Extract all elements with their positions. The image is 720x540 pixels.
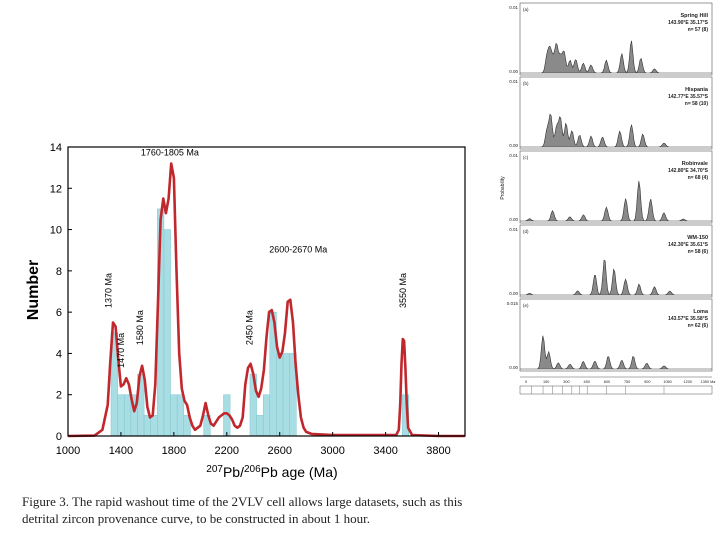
- y-tick-label: 8: [56, 266, 62, 278]
- main-curve: [67, 162, 465, 438]
- main-chart: 1000 1400 1800 2200 2600 3000 3400 3800 0 2 4 6 8 10 1…: [25, 142, 466, 481]
- y-tick-label: 4: [56, 348, 62, 360]
- panel-letter: (c): [523, 155, 529, 160]
- sample-count: n= 58 (10): [685, 101, 709, 107]
- peak-annotation: 1760-1805 Ma: [141, 147, 199, 157]
- main-x-axis-label: 207Pb/206Pb age (Ma): [206, 464, 337, 481]
- peak-annotation: 1370 Ma: [104, 273, 114, 308]
- histogram-bar: [176, 394, 185, 437]
- density-area: [520, 259, 712, 296]
- panel-x-tick-label: 900: [644, 380, 650, 384]
- site-name: Spring Hill: [681, 13, 709, 19]
- panel-y-top: 0.015: [507, 301, 519, 306]
- site-coordinates: 142.80°E 34.70°S: [668, 168, 709, 174]
- peak-annotation: 2600-2670 Ma: [269, 244, 327, 254]
- y-tick-label: 12: [50, 183, 62, 195]
- caption-label: Figure 3.: [22, 494, 69, 509]
- sample-count: n= 62 (6): [688, 323, 709, 329]
- probability-curve: [67, 162, 465, 438]
- caption-text: The rapid washout time of the 2VLV cell …: [22, 494, 463, 526]
- x-tick-label: 3800: [426, 445, 450, 457]
- panel-y-bottom: 0.00: [509, 69, 518, 74]
- x-tick-label: 3000: [320, 445, 344, 457]
- x-tick-label: 2200: [215, 445, 239, 457]
- histogram-bar: [117, 394, 125, 437]
- histogram-bar: [256, 415, 264, 437]
- histogram-bar: [262, 394, 271, 437]
- panel-x-tick-label: 1050: [663, 380, 671, 384]
- main-annotations: 1370 Ma 1470 Ma 1580 Ma 1760-1805 Ma 2450 Ma…: [104, 147, 408, 368]
- panel-y-top: 0.01: [509, 5, 518, 10]
- panel-letter: (e): [523, 303, 529, 308]
- density-area: [520, 40, 712, 74]
- panel-x-tick-label: 1350 Ma: [701, 380, 717, 384]
- panel-y-top: 0.01: [509, 153, 518, 158]
- main-axes: 1000 1400 1800 2200 2600 3000 3400 3800 0 2 4 6 8 10 1…: [50, 142, 466, 457]
- x-tick-label: 3400: [373, 445, 397, 457]
- y-tick-label: 2: [56, 390, 62, 402]
- peak-annotation: 1470 Ma: [116, 333, 126, 368]
- panel-y-top: 0.01: [509, 227, 518, 232]
- site-name: Robinvale: [682, 161, 708, 167]
- panel-y-bottom: 0.00: [509, 143, 518, 148]
- panel-x-tick-label: 1200: [684, 380, 692, 384]
- panel-y-bottom: 0.00: [509, 365, 518, 370]
- density-area: [520, 113, 712, 148]
- panel-letter: (b): [523, 81, 529, 86]
- panel-y-top: 0.01: [509, 79, 518, 84]
- x-tick-label: 1800: [162, 445, 186, 457]
- site-name: Loma: [693, 309, 709, 315]
- x-tick-label: 2600: [267, 445, 291, 457]
- plot-frame: [67, 146, 466, 437]
- panel-frame: [519, 298, 713, 372]
- site-name: Hispania: [685, 87, 709, 93]
- sample-count: n= 68 (4): [688, 175, 709, 181]
- sample-count: n= 58 (6): [688, 249, 709, 255]
- panel-letter: (d): [523, 229, 529, 234]
- panel-x-tick-label: 300: [563, 380, 569, 384]
- panel-x-tick-label: 150: [543, 380, 549, 384]
- histogram-bar: [282, 353, 290, 437]
- sample-count: n= 57 (8): [688, 27, 709, 33]
- panel-y-bottom: 0.00: [509, 291, 518, 296]
- panel-x-tick-label: 600: [604, 380, 610, 384]
- histogram-bar: [150, 415, 158, 437]
- panel-x-tick-label: 0: [525, 380, 527, 384]
- panel-x-tick-label: 750: [624, 380, 630, 384]
- panel-x-tick-label: 450: [583, 380, 589, 384]
- main-bars: [110, 208, 410, 437]
- panel-y-label: Probability: [500, 176, 506, 200]
- peak-annotation: 1580 Ma: [135, 310, 145, 345]
- peak-annotation: 2450 Ma: [245, 310, 255, 345]
- peak-annotation: 3550 Ma: [398, 273, 408, 308]
- figure-caption: Figure 3. The rapid washout time of the …: [22, 493, 492, 527]
- y-tick-label: 0: [56, 431, 62, 443]
- x-tick-label: 1400: [109, 445, 133, 457]
- y-tick-label: 14: [50, 142, 62, 154]
- x-tick-label: 1000: [56, 445, 80, 457]
- panel-letter: (a): [523, 7, 529, 12]
- site-coordinates: 143.90°E 35.17°S: [668, 20, 709, 26]
- histogram-bar: [276, 353, 284, 437]
- histogram-bar: [170, 394, 178, 437]
- y-tick-label: 10: [50, 225, 62, 237]
- site-coordinates: 142.77°E 35.57°S: [668, 94, 709, 100]
- site-name: WM-150: [687, 235, 708, 241]
- density-area: [520, 180, 712, 222]
- main-y-axis-label: Number: [25, 260, 42, 320]
- histogram-bar: [163, 229, 171, 437]
- density-area: [520, 335, 712, 370]
- site-coordinates: 143.57°E 35.58°S: [668, 316, 709, 322]
- panel-y-bottom: 0.00: [509, 217, 518, 222]
- site-coordinates: 142.30°E 35.61°S: [668, 242, 709, 248]
- histogram-bar: [123, 394, 132, 437]
- y-tick-label: 6: [56, 307, 62, 319]
- timescale-strip: [519, 385, 713, 395]
